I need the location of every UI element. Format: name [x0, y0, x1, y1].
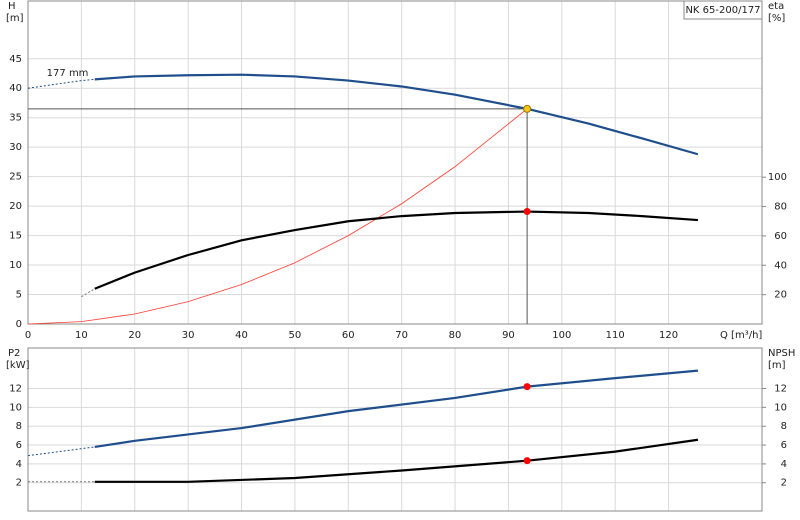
- point-marker: [523, 208, 531, 216]
- x-tick-label: 20: [128, 330, 141, 341]
- y2-tick-label: 8: [781, 421, 787, 432]
- curve: [94, 438, 699, 483]
- point-marker: [523, 383, 531, 391]
- y-tick-label: 20: [9, 201, 22, 212]
- y-tick-label: 8: [16, 421, 22, 432]
- y-tick-label: 6: [16, 440, 22, 451]
- x-tick-label: 70: [395, 330, 408, 341]
- y-tick-label: 12: [9, 384, 22, 395]
- y-tick-label: 40: [9, 83, 22, 94]
- curve: [27, 446, 95, 457]
- y-axis-unit: [m]: [6, 13, 24, 24]
- x-tick-label: 0: [25, 330, 31, 341]
- x-tick-label: 90: [502, 330, 515, 341]
- y2-tick-label: 40: [774, 260, 787, 271]
- y-tick-label: 35: [9, 113, 22, 124]
- x-tick-label: 50: [289, 330, 302, 341]
- y-tick-label: 4: [16, 459, 22, 470]
- y2-tick-label: 10: [774, 402, 787, 413]
- y-axis-unit: [kW]: [6, 360, 30, 371]
- y2-axis-label: eta: [768, 1, 784, 12]
- y2-tick-label: 12: [774, 384, 787, 395]
- x-tick-label: 120: [659, 330, 678, 341]
- y2-tick-label: 20: [774, 290, 787, 301]
- plot-frame: [27, 0, 763, 325]
- curve: [27, 78, 95, 89]
- y2-tick-label: 6: [781, 440, 787, 451]
- x-tick-label: 30: [182, 330, 195, 341]
- y2-axis-unit: [m]: [768, 360, 786, 371]
- x-tick-label: 110: [606, 330, 625, 341]
- y2-tick-label: 60: [774, 231, 787, 242]
- x-tick-label: 80: [449, 330, 462, 341]
- y-tick-label: 15: [9, 231, 22, 242]
- y-tick-label: 0: [16, 319, 22, 330]
- y2-axis-label: NPSH: [768, 348, 795, 359]
- point-marker: [523, 104, 532, 113]
- annotation: 177 mm: [47, 68, 89, 79]
- y2-tick-label: 2: [781, 478, 787, 489]
- y2-tick-label: 80: [774, 202, 787, 213]
- curve: [81, 288, 95, 298]
- y2-axis-unit: [%]: [768, 13, 785, 24]
- y-tick-label: 2: [16, 478, 22, 489]
- x-axis-label: Q [m³/h]: [720, 330, 762, 341]
- curve: [27, 108, 528, 325]
- y-axis-label: P2: [8, 348, 20, 359]
- curve: [94, 210, 699, 290]
- point-marker: [523, 457, 531, 465]
- y-tick-label: 10: [9, 402, 22, 413]
- y-tick-label: 30: [9, 142, 22, 153]
- title-box: [683, 0, 763, 20]
- y-tick-label: 10: [9, 260, 22, 271]
- x-tick-label: 60: [342, 330, 355, 341]
- y-tick-label: 45: [9, 54, 22, 65]
- x-tick-label: 10: [75, 330, 88, 341]
- curve: [94, 369, 699, 449]
- plot-frame: [27, 347, 763, 512]
- y2-tick-label: 4: [781, 459, 787, 470]
- chart-title: NK 65-200/177: [685, 5, 760, 16]
- y-axis-label: H: [8, 1, 16, 12]
- x-tick-label: 100: [552, 330, 571, 341]
- y-tick-label: 25: [9, 172, 22, 183]
- y2-tick-label: 100: [768, 172, 787, 183]
- x-tick-label: 40: [235, 330, 248, 341]
- y-tick-label: 5: [16, 290, 22, 301]
- curve: [94, 73, 699, 156]
